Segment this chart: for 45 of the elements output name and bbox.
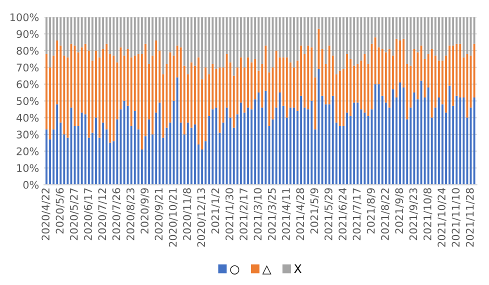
x-tick-label: 2020/9/9 [140, 188, 150, 234]
y-tick-label: 10% [17, 164, 39, 172]
x-tick-label: 2021/9/8 [395, 188, 404, 234]
y-tick-label: 100% [10, 13, 39, 22]
y-tick-label: 60% [16, 80, 39, 88]
x-tick-label: 2021/11/28 [466, 188, 475, 247]
y-tick-label: 40% [16, 114, 39, 122]
x-tick-label: 2021/4/11 [282, 188, 291, 240]
x-tick-label: 2021/2/17 [240, 188, 248, 240]
x-tick-label: 2020/10/21 [168, 188, 178, 247]
x-tick-label: 2020/7/26 [112, 188, 122, 240]
x-tick-label: 2020/9/21 [154, 188, 164, 240]
x-tick-label: 2020/5/27 [70, 188, 79, 240]
x-tick-label: 2021/4/28 [296, 188, 305, 240]
x-tick-label: 2021/5/29 [324, 188, 334, 240]
x-tick-label: 2021/11/10 [452, 188, 460, 247]
x-tick-label: 2020/11/8 [183, 188, 192, 240]
x-tick-label: 2020/8/23 [126, 188, 136, 240]
x-tick-label: 2021/10/24 [438, 188, 446, 247]
x-tick-label: 2020/5/6 [56, 188, 64, 234]
legend-label: X [294, 264, 302, 273]
x-tick-label: 2021/8/9 [366, 188, 376, 234]
x-tick-label: 2021/8/22 [381, 188, 390, 240]
y-tick-label: 50% [16, 97, 39, 105]
x-tick-label: 2021/1/30 [225, 188, 234, 240]
y-tick-label: 70% [16, 64, 39, 72]
y-tick-label: 90% [16, 30, 39, 38]
x-tick-label: 2020/6/17 [84, 188, 93, 240]
x-tick-label: 2021/3/10 [254, 188, 262, 240]
x-tick-label: 2021/9/23 [409, 188, 418, 240]
x-tick-label: 2020/4/22 [42, 188, 50, 240]
x-tick-label: 2020/12/13 [197, 188, 206, 247]
y-tick-label: 20% [16, 147, 39, 156]
x-tick-label: 2021/10/8 [423, 188, 432, 240]
x-tick-label: 2021/1/2 [211, 188, 220, 234]
x-tick-label: 2020/7/12 [98, 188, 107, 240]
x-tick-label: 2021/5/9 [310, 188, 320, 234]
y-tick-label: 30% [16, 130, 39, 139]
y-tick-label: 0% [23, 180, 39, 189]
y-tick-label: 80% [16, 46, 39, 55]
x-tick-label: 2021/7/17 [352, 188, 362, 240]
x-tick-label: 2021/3/25 [268, 188, 277, 240]
legend-label: ○ [230, 265, 240, 274]
x-tick-label: 2021/6/24 [338, 188, 348, 240]
legend-label: △ [262, 265, 272, 274]
